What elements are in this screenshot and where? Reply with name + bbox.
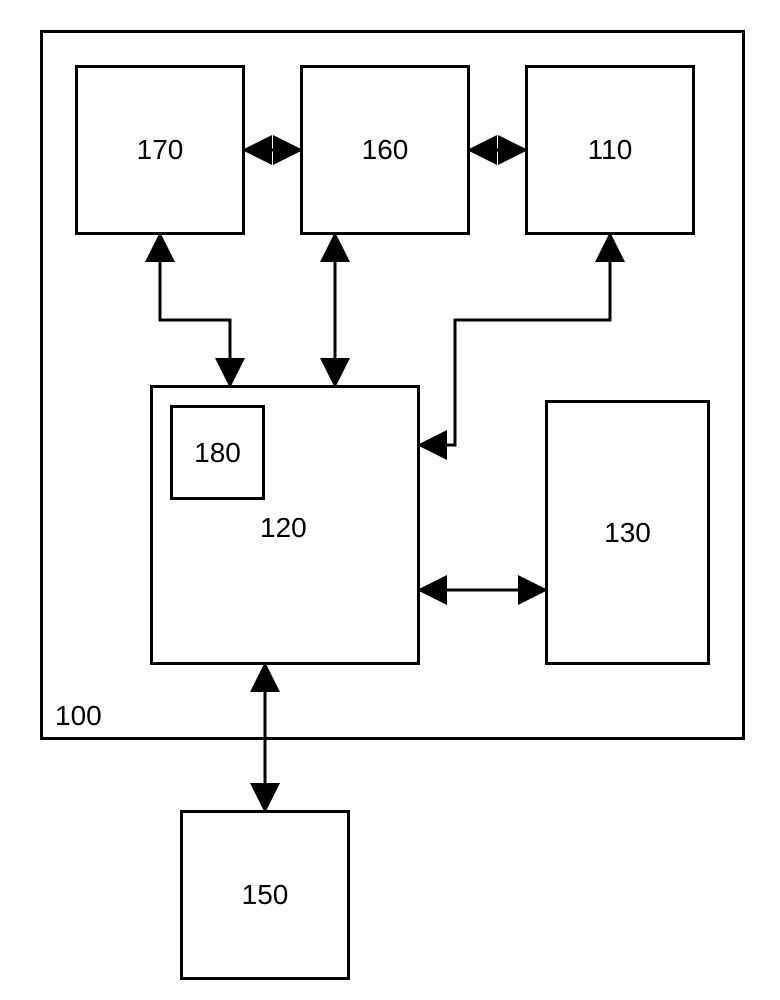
label-170: 170: [137, 134, 184, 166]
diagram-root: 100 170 160 110 120 180 130 150: [0, 0, 780, 1000]
node-110: 110: [525, 65, 695, 235]
node-130: 130: [545, 400, 710, 665]
label-120: 120: [260, 512, 307, 544]
label-110: 110: [588, 134, 633, 166]
node-150: 150: [180, 810, 350, 980]
node-180: 180: [170, 405, 265, 500]
label-180: 180: [194, 437, 241, 469]
label-160: 160: [362, 134, 409, 166]
node-170: 170: [75, 65, 245, 235]
label-150: 150: [242, 879, 289, 911]
label-outer: 100: [55, 700, 102, 732]
node-160: 160: [300, 65, 470, 235]
label-130: 130: [604, 517, 651, 549]
